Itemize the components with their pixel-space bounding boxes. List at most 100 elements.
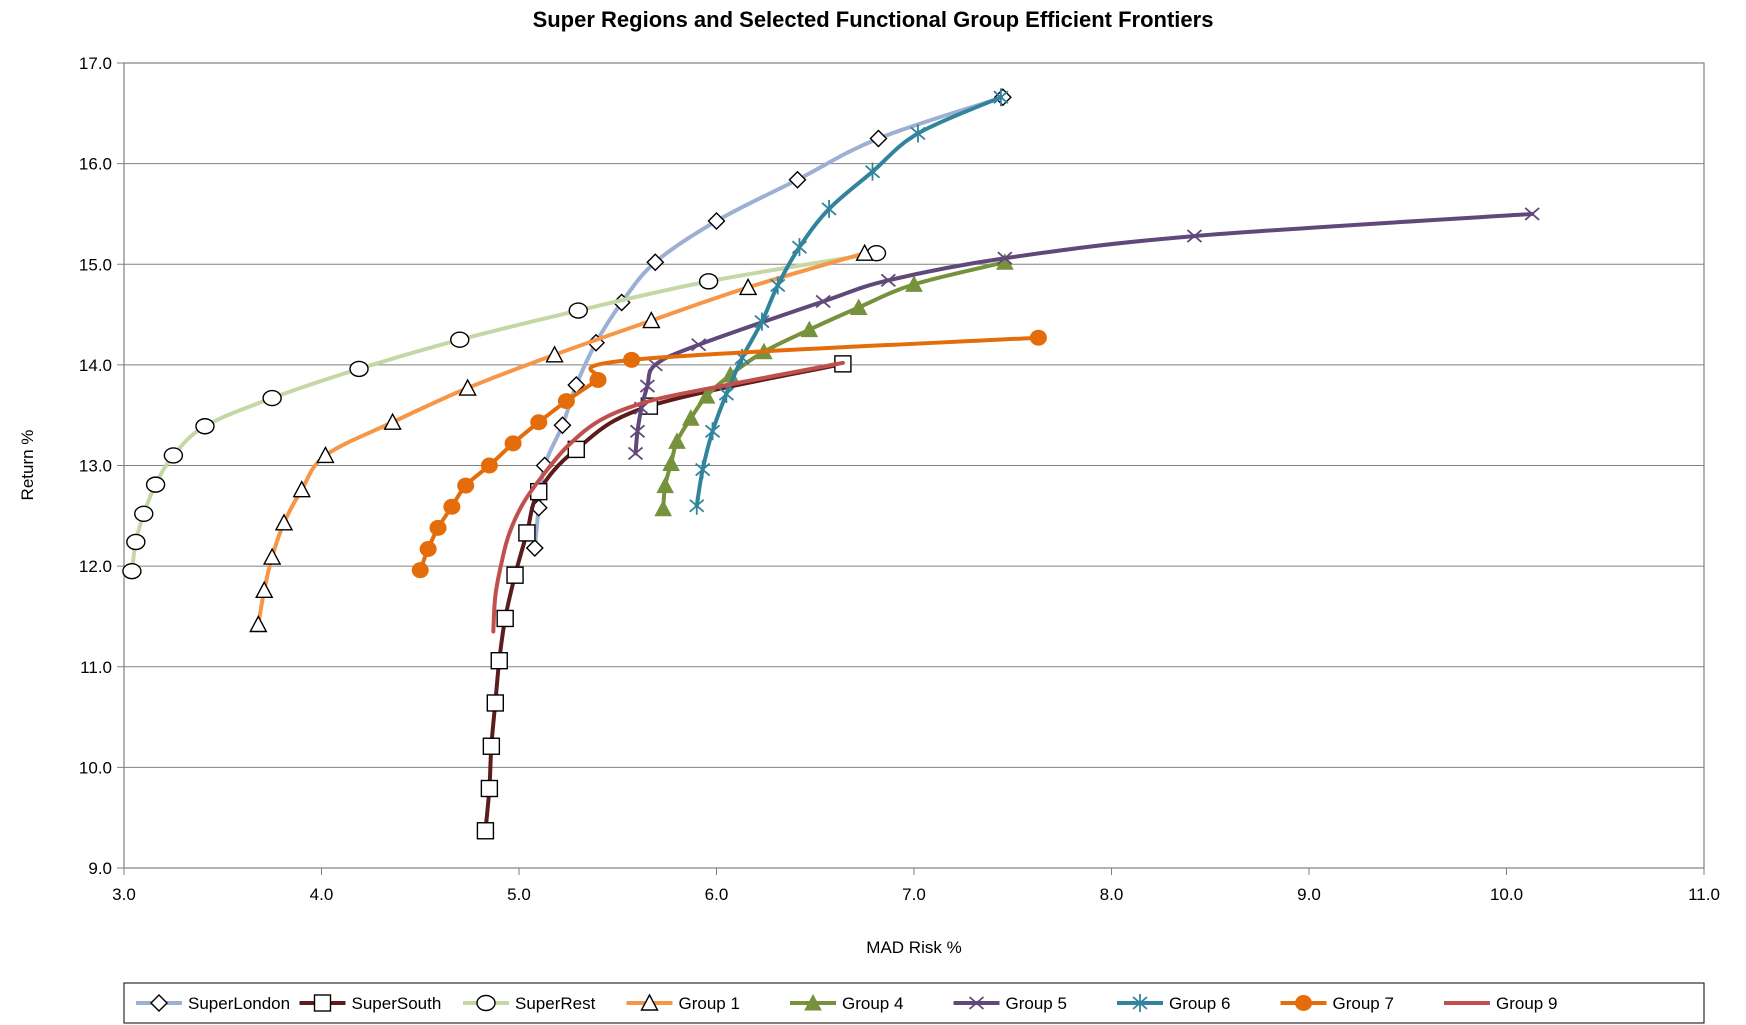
data-point: [557, 393, 575, 410]
data-point: [738, 277, 758, 296]
series-layer: [122, 88, 1540, 840]
data-point: [646, 253, 665, 272]
data-point: [482, 737, 501, 755]
data-point: [163, 447, 184, 464]
chart-title: Super Regions and Selected Functional Gr…: [533, 7, 1214, 32]
data-point: [668, 432, 686, 449]
data-point: [383, 412, 402, 430]
data-point: [429, 519, 447, 536]
data-point: [788, 170, 807, 189]
data-point: [262, 547, 282, 565]
data-point: [506, 566, 524, 584]
legend-label: Group 4: [842, 994, 903, 1013]
data-point: [316, 445, 335, 464]
x-tick-label: 8.0: [1100, 885, 1124, 904]
legend-label: Group 7: [1333, 994, 1394, 1013]
legend-item: Group 7: [1280, 994, 1394, 1013]
data-point: [623, 351, 641, 368]
data-point: [349, 360, 369, 378]
legend-marker: [804, 993, 822, 1011]
data-point: [457, 477, 475, 494]
data-point: [647, 358, 663, 372]
data-point: [496, 609, 514, 628]
legend-box: [123, 982, 1705, 1024]
series-group-9: [491, 360, 845, 634]
series-line: [483, 361, 845, 833]
y-tick-label: 15.0: [79, 255, 112, 274]
y-tick-label: 11.0: [80, 658, 112, 677]
data-point: [905, 275, 923, 292]
series-supersouth: [476, 355, 852, 840]
legend-marker: [150, 994, 168, 1012]
series-line: [532, 95, 1005, 551]
legend-marker: [313, 994, 332, 1012]
y-tick-label: 12.0: [79, 557, 112, 576]
gridlines: [124, 163, 1704, 768]
data-point: [707, 211, 726, 230]
data-point: [689, 496, 705, 515]
series-line: [694, 95, 1003, 508]
series-superrest: [122, 244, 887, 580]
data-point: [525, 539, 544, 558]
data-point: [458, 378, 477, 396]
data-point: [681, 409, 700, 426]
data-point: [662, 454, 680, 471]
legend-label: Group 9: [1496, 994, 1557, 1013]
data-point: [443, 498, 461, 515]
data-point: [821, 199, 837, 218]
legend-label: Group 1: [679, 994, 740, 1013]
series-line: [129, 251, 879, 574]
data-point: [791, 238, 808, 257]
axis-ticks: 9.0 10.0 11.0 12.0 13.0 14.0 15.0 16.0 17.0 3.0 4.…: [79, 54, 1720, 904]
data-point: [855, 243, 874, 261]
y-tick-label: 10.0: [79, 758, 112, 777]
x-tick-label: 7.0: [902, 885, 926, 904]
data-point: [718, 385, 734, 404]
series-group-7: [411, 329, 1047, 579]
data-point: [145, 476, 166, 493]
y-axis-label: Return %: [18, 430, 37, 501]
data-point: [691, 338, 707, 352]
data-point: [800, 320, 819, 338]
x-tick-label: 10.0: [1490, 885, 1523, 904]
data-point: [654, 499, 673, 517]
legend-label: SuperLondon: [188, 994, 290, 1013]
legend-label: SuperRest: [515, 994, 596, 1013]
data-point: [486, 694, 504, 712]
data-point: [880, 273, 896, 288]
data-point: [697, 387, 716, 404]
data-point: [568, 302, 588, 319]
data-point: [450, 331, 470, 348]
data-point: [589, 371, 607, 388]
data-point: [869, 129, 888, 148]
data-point: [1524, 207, 1540, 221]
legend-marker: [1132, 994, 1148, 1012]
legend-item: Group 5: [953, 994, 1067, 1013]
data-point: [770, 276, 786, 295]
data-point: [480, 779, 499, 798]
y-tick-label: 16.0: [79, 155, 112, 174]
data-point: [126, 533, 146, 551]
legend-label: Group 5: [1006, 994, 1067, 1013]
data-point: [639, 379, 655, 393]
data-point: [864, 162, 881, 181]
legend-item: Group 1: [626, 993, 740, 1013]
series-group-6: [689, 88, 1009, 515]
legend-item: Group 4: [790, 993, 903, 1013]
x-tick-label: 6.0: [705, 885, 729, 904]
data-point: [704, 422, 721, 441]
data-point: [1029, 329, 1047, 346]
data-point: [480, 457, 498, 474]
legend-marker: [968, 996, 985, 1010]
data-point: [656, 476, 674, 494]
series-group-4: [654, 253, 1014, 517]
legend-item: SuperSouth: [299, 994, 441, 1013]
data-point: [292, 480, 311, 498]
data-point: [993, 88, 1009, 107]
data-point: [1186, 229, 1203, 243]
x-tick-label: 3.0: [112, 885, 136, 904]
data-point: [134, 505, 154, 522]
data-point: [815, 294, 831, 309]
